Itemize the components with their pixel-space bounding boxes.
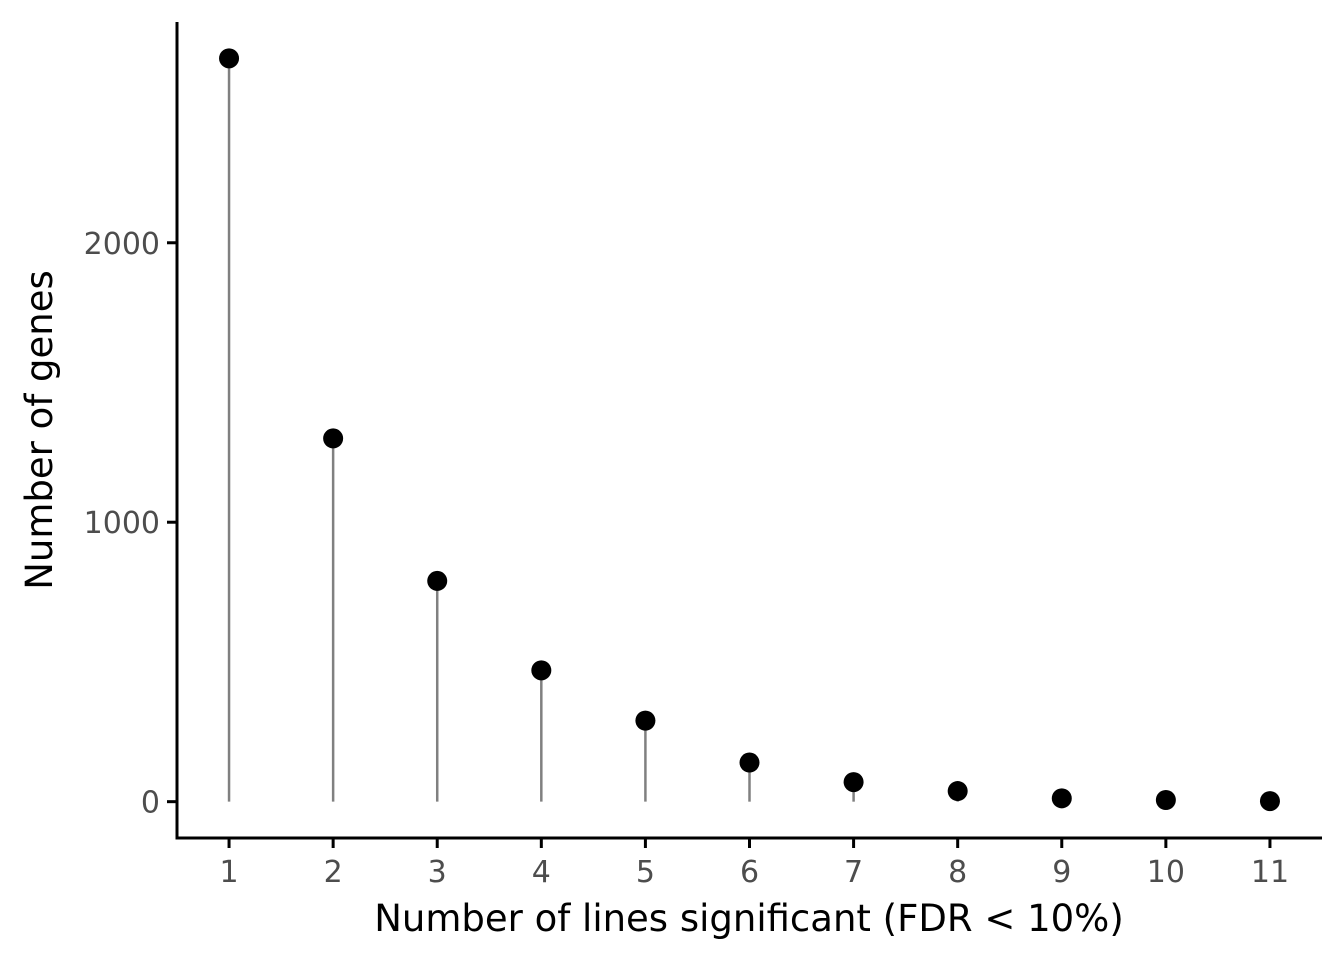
y-tick-label: 2000 (84, 227, 160, 262)
data-point (635, 710, 656, 731)
y-axis: 0 1000 2000 (84, 22, 179, 838)
data-point (739, 752, 760, 773)
x-tick-label: 1 (219, 855, 238, 890)
x-tick-label: 2 (324, 855, 343, 890)
data-point (531, 660, 552, 681)
data-point (1259, 791, 1280, 812)
data-point (843, 772, 864, 793)
data-point (427, 570, 448, 591)
x-tick-label: 10 (1147, 855, 1185, 890)
stems (227, 58, 1272, 802)
x-tick-label: 9 (1052, 855, 1071, 890)
x-tick-label: 8 (948, 855, 967, 890)
data-point (323, 428, 344, 449)
data-point (947, 781, 968, 802)
data-point (219, 48, 240, 69)
x-tick-label: 11 (1251, 855, 1289, 890)
x-axis: 1 2 3 4 5 6 7 8 9 10 11 (175, 836, 1322, 890)
data-point (1155, 789, 1176, 810)
x-tick-label: 7 (844, 855, 863, 890)
y-tick-label: 0 (141, 786, 160, 821)
x-tick-label: 3 (428, 855, 447, 890)
points (219, 48, 1280, 812)
data-point (1051, 788, 1072, 809)
x-tick-label: 5 (636, 855, 655, 890)
x-tick-label: 4 (532, 855, 551, 890)
x-tick-label: 6 (740, 855, 759, 890)
y-tick-label: 1000 (84, 506, 160, 541)
x-axis-title: Number of lines significant (FDR < 10%) (374, 897, 1124, 940)
y-axis-title: Number of genes (18, 270, 61, 590)
